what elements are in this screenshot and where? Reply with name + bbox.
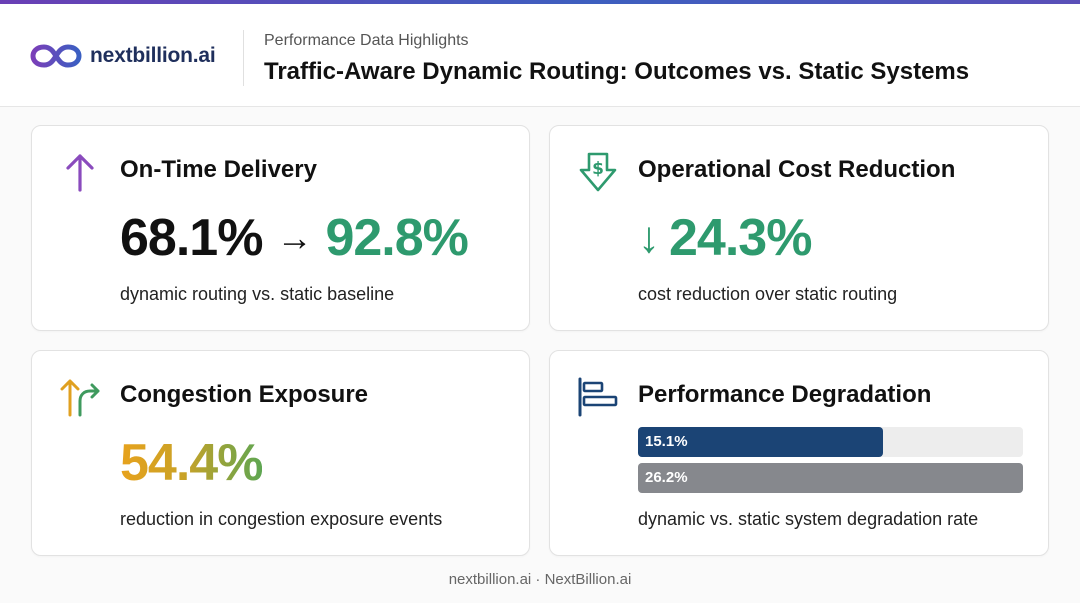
page-title: Traffic-Aware Dynamic Routing: Outcomes … (264, 58, 970, 85)
brand-logo[interactable]: nextbillion.ai (30, 40, 216, 72)
cost-reduction-value: 24.3% (669, 209, 812, 267)
bar-dynamic: 15.1% (638, 427, 883, 457)
arrow-down-icon: ↓ (638, 213, 660, 262)
bar-label: 26.2% (645, 469, 688, 486)
card-title: Operational Cost Reduction (638, 156, 956, 183)
card-title: Congestion Exposure (120, 381, 369, 408)
card-performance-degradation: Performance Degradation 15.1% 26.2% dyna… (549, 350, 1049, 556)
bar-track-static: 26.2% (638, 463, 1023, 493)
card-caption: dynamic routing vs. static baseline (120, 284, 395, 304)
card-title: On-Time Delivery (120, 156, 317, 183)
bar-track-dynamic: 15.1% (638, 427, 1023, 457)
bar-label: 15.1% (645, 433, 688, 450)
card-caption: cost reduction over static routing (638, 284, 898, 304)
page-header: nextbillion.ai Performance Data Highligh… (0, 4, 1080, 107)
on-time-values: 68.1% → 92.8% (120, 208, 469, 268)
card-on-time-delivery: On-Time Delivery 68.1% → 92.8% dynamic r… (31, 125, 530, 331)
split-arrows-icon (60, 379, 100, 417)
header-divider (243, 30, 244, 86)
congestion-values: 54.4% (120, 433, 263, 493)
card-caption: dynamic vs. static system degradation ra… (638, 509, 979, 529)
dollar-down-icon: $ (579, 152, 617, 192)
svg-text:$: $ (592, 159, 604, 179)
card-cost-reduction: $ Operational Cost Reduction ↓ 24.3% cos… (549, 125, 1049, 331)
congestion-value: 54.4% (120, 434, 263, 492)
arrow-right-icon: → (276, 217, 312, 258)
bar-static: 26.2% (638, 463, 1023, 493)
footer: nextbillion.ai · NextBillion.ai (448, 571, 632, 588)
page-subtitle: Performance Data Highlights (264, 32, 469, 49)
baseline-value: 68.1% (120, 209, 263, 267)
card-title: Performance Degradation (638, 381, 932, 408)
dynamic-value: 92.8% (325, 209, 468, 267)
arrow-up-icon (66, 154, 94, 192)
degradation-bars: 15.1% 26.2% (638, 427, 1023, 499)
infinity-logo-icon (30, 44, 82, 68)
accent-bar (0, 0, 1080, 4)
bar-chart-icon (578, 377, 618, 417)
brand-name: nextbillion.ai (90, 44, 216, 67)
card-caption: reduction in congestion exposure events (120, 509, 443, 529)
card-congestion-exposure: Congestion Exposure 54.4% reduction in c… (31, 350, 530, 556)
cost-values: ↓ 24.3% (638, 208, 812, 268)
